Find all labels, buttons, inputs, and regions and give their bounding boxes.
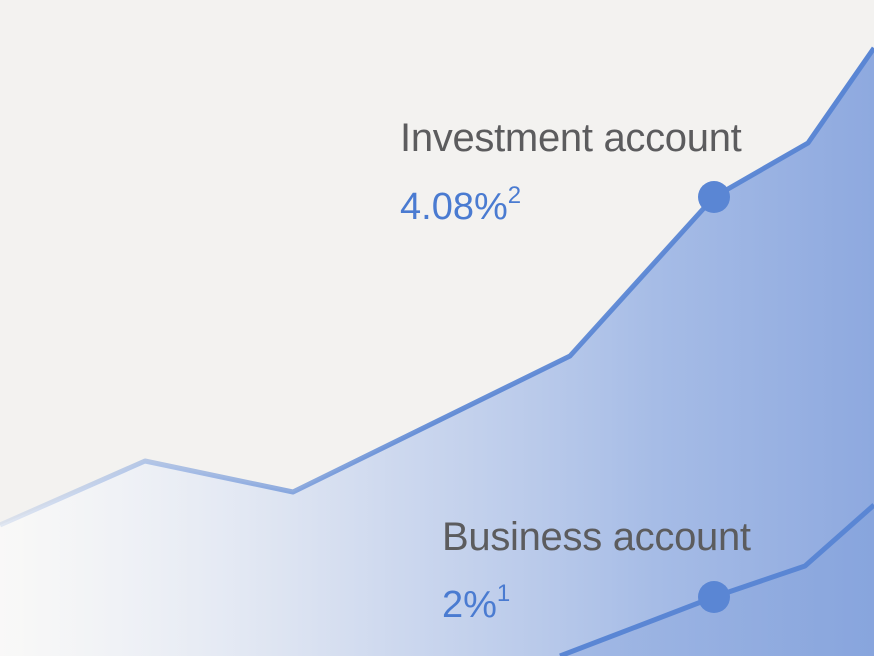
- investment-label: Investment account: [400, 116, 742, 160]
- business-rate-value: 2%: [442, 584, 497, 626]
- business-point: [698, 581, 730, 613]
- investment-footnote[interactable]: 2: [507, 182, 522, 209]
- investment-line: [0, 46, 874, 528]
- business-label: Business account: [442, 515, 751, 559]
- business-footnote[interactable]: 1: [496, 580, 511, 607]
- business-line: [559, 503, 874, 656]
- investment-point: [698, 181, 730, 213]
- business-area: [560, 505, 874, 656]
- investment-rate-value: 4.08%: [400, 186, 508, 228]
- business-rate: 2%1: [442, 580, 510, 627]
- investment-rate: 4.08%2: [400, 182, 521, 229]
- investment-area: [0, 48, 874, 656]
